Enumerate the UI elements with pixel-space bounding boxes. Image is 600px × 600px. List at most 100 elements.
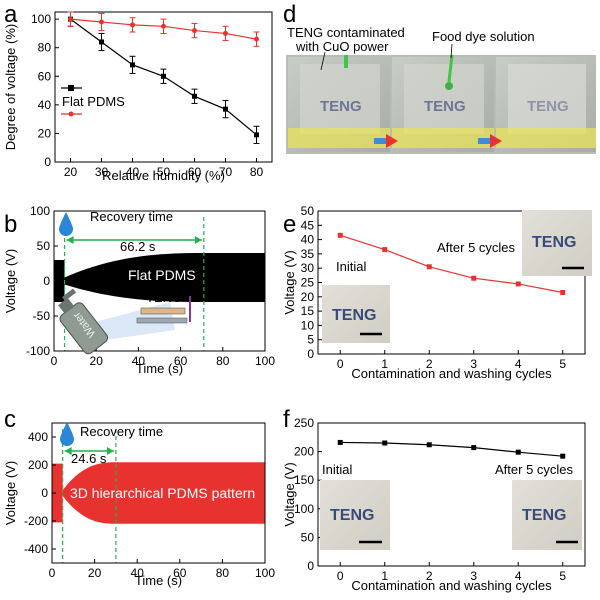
x-tick-label: 30 (95, 165, 109, 179)
y-tick-label: 35 (301, 247, 315, 261)
photo-3-base (496, 128, 596, 148)
annotations-c: Recovery time 24.6 s 3D hierarchical PDM… (60, 422, 255, 501)
x-tick-label: 1 (381, 569, 388, 583)
y-tick-label: 400 (28, 430, 48, 444)
data-point (337, 232, 343, 238)
y-tick-label: 20 (301, 290, 315, 304)
signal-initial (54, 260, 65, 302)
photo-1-base (288, 128, 390, 148)
x-axis-title: Time (s) (135, 573, 182, 588)
arrow-2-icon (478, 134, 502, 148)
y-tick-label: 200 (294, 445, 314, 459)
x-tick-label: 80 (216, 354, 230, 368)
photo-3: TENG (496, 57, 596, 152)
insets-f: TENG Initial TENG After 5 cycles (320, 462, 582, 550)
y-tick-label: 0 (41, 486, 48, 500)
x-tick-label: 4 (515, 357, 522, 371)
x-tick-label: 3 (470, 357, 477, 371)
spray-inset: Water TENG (58, 288, 191, 355)
data-point (515, 281, 521, 287)
data-point (471, 445, 477, 451)
x-tick-label: 40 (126, 165, 140, 179)
y-axis-title: Voltage (V) (282, 462, 297, 526)
legend-flat-marker (68, 85, 74, 91)
recovery-value-c: 24.6 s (71, 451, 107, 466)
pointer-left (320, 51, 326, 71)
x-tick-label: 0 (49, 566, 56, 580)
y-tick-label: 50 (301, 530, 315, 544)
y-tick-label: -50 (33, 309, 51, 323)
inset-e-after-label: After 5 cycles (437, 240, 516, 255)
photo-label-left: TENG contaminated (287, 25, 405, 40)
data-point (382, 247, 388, 253)
y-axis-title: Degree of voltage (%) (3, 24, 18, 150)
legend-flat-label: Flat PDMS (62, 94, 125, 109)
dropper-2 (447, 54, 454, 83)
data-point (560, 453, 566, 459)
photo-1-teng: TENG (320, 98, 362, 115)
x-tick-label: 20 (88, 566, 102, 580)
data-point (130, 62, 135, 68)
y-tick-label: 25 (301, 276, 315, 290)
data-point (382, 440, 388, 446)
y-tick-label: 15 (301, 304, 315, 318)
recovery-label-b: Recovery time (90, 209, 173, 224)
x-tick-label: 100 (255, 354, 275, 368)
x-tick-label: 60 (173, 566, 187, 580)
photo-2-teng: TENG (424, 98, 466, 115)
inset-f-after-label: After 5 cycles (495, 462, 574, 477)
y-tick-label: 250 (294, 416, 314, 430)
photo-label-right: Food dye solution (432, 29, 535, 44)
teng-bottom-layer (136, 317, 188, 324)
y-tick-label: 80 (38, 41, 52, 55)
inset-f-after-teng: TENG (522, 507, 566, 524)
chart-a-humidity: 20 30 40 50 60 70 80 0 20 40 60 80 100 Relative humid… (3, 11, 273, 183)
photo-3-teng: TENG (527, 98, 569, 115)
y-axis-title: Voltage (V) (3, 461, 18, 525)
x-tick-label: 60 (174, 354, 188, 368)
data-point (161, 23, 166, 29)
photo-2: TENG (392, 54, 494, 152)
series-label-c: 3D hierarchical PDMS pattern (70, 485, 255, 501)
x-axis-title: Contamination and washing cycles (351, 578, 552, 593)
data-point (68, 16, 73, 22)
recovery-arrow-head-right (106, 447, 114, 455)
x-tick-label: 4 (515, 569, 522, 583)
recovery-arrow-head-left (66, 236, 74, 244)
data-point (223, 30, 228, 36)
data-point (254, 132, 259, 138)
x-tick-label: 0 (337, 569, 344, 583)
data-point (192, 28, 197, 34)
recovery-value-b: 66.2 s (120, 239, 156, 254)
y-tick-label: 0 (44, 155, 51, 169)
dye-drop (445, 82, 453, 90)
chart-b-flat-pdms-voltage: 0 20 40 60 80 100 -100 -50 0 50 100 Time (s) Voltage… (3, 204, 275, 376)
data-point (130, 22, 135, 28)
inset-f-initial-label: Initial (322, 462, 352, 477)
series-line-0 (340, 441, 563, 457)
x-tick-label: 100 (255, 566, 275, 580)
y-tick-label: 50 (301, 204, 315, 218)
data-point (99, 19, 104, 25)
x-axis-title: Relative humidity (%) (102, 168, 225, 183)
y-tick-label: 0 (43, 274, 50, 288)
y-tick-label: 0 (307, 347, 314, 361)
arrow-1-icon (374, 134, 398, 148)
annotations-b: Recovery time 66.2 s Flat PDMS Water TEN… (58, 209, 196, 355)
y-tick-label: 5 (307, 333, 314, 347)
y-tick-label: 40 (301, 233, 315, 247)
y-tick-label: 50 (37, 239, 51, 253)
x-tick-label: 2 (426, 357, 433, 371)
panel-d-photos: TENG TENG TENG TENG contaminated with C (286, 25, 596, 154)
data-point (192, 93, 197, 99)
y-tick-label: 10 (301, 318, 315, 332)
x-tick-label: 80 (250, 165, 264, 179)
data-point (426, 442, 432, 448)
x-axis-title: Contamination and washing cycles (351, 366, 552, 381)
insets-e: TENG Initial TENG After 5 cycles (322, 210, 592, 343)
data-point (223, 106, 228, 112)
inset-f-initial-photo (320, 480, 390, 550)
data-point (99, 39, 104, 45)
